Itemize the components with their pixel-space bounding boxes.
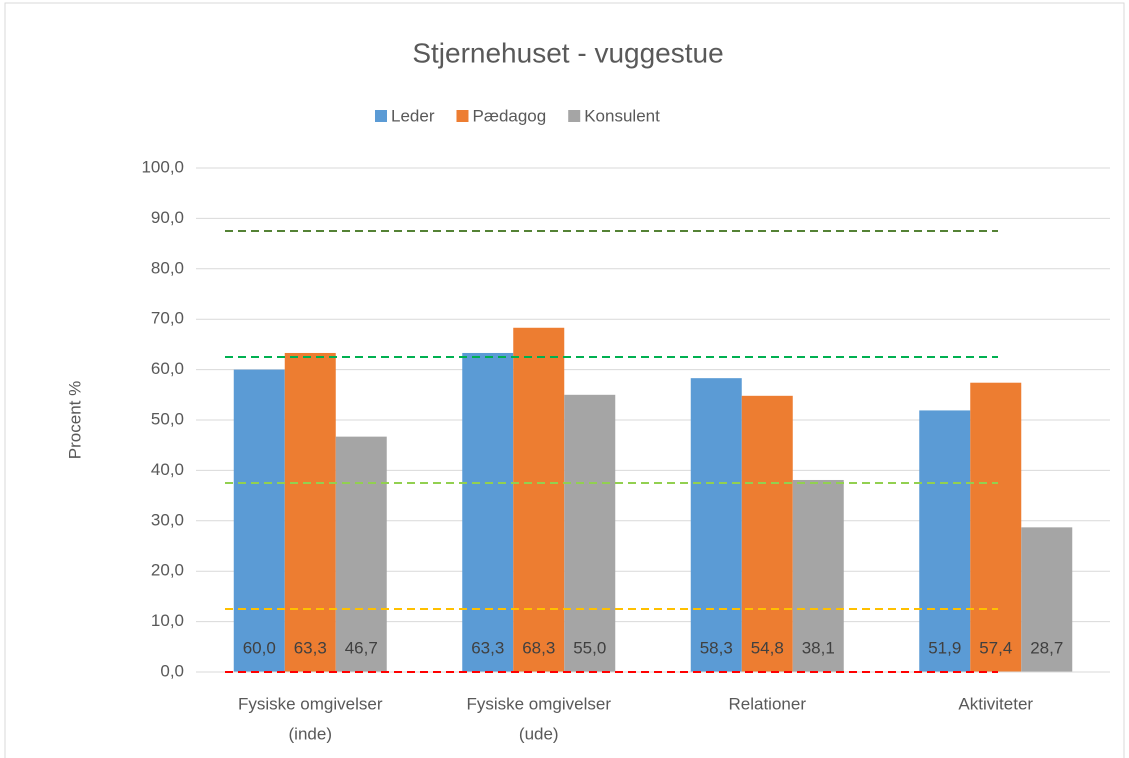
y-tick-label: 50,0 bbox=[151, 409, 184, 428]
legend-swatch bbox=[375, 110, 387, 122]
y-tick-label: 40,0 bbox=[151, 460, 184, 479]
bar bbox=[284, 352, 336, 672]
legend-label: Konsulent bbox=[584, 106, 660, 125]
y-tick-label: 90,0 bbox=[151, 208, 184, 227]
bar bbox=[741, 395, 793, 672]
legend-label: Pædagog bbox=[472, 106, 546, 125]
bar bbox=[513, 327, 565, 672]
x-tick-label: Relationer bbox=[729, 694, 807, 713]
y-tick-label: 30,0 bbox=[151, 510, 184, 529]
legend-label: Leder bbox=[391, 106, 435, 125]
data-label: 38,1 bbox=[802, 638, 835, 657]
data-label: 58,3 bbox=[700, 638, 733, 657]
data-label: 28,7 bbox=[1030, 638, 1063, 657]
legend-swatch bbox=[456, 110, 469, 122]
bar bbox=[462, 352, 514, 672]
bar bbox=[792, 479, 844, 672]
bar bbox=[233, 369, 285, 672]
data-label: 54,8 bbox=[751, 638, 784, 657]
x-tick-label: Fysiske omgivelser bbox=[466, 694, 611, 713]
bar bbox=[970, 382, 1022, 672]
x-tick-label: (inde) bbox=[289, 724, 332, 743]
data-label: 51,9 bbox=[928, 638, 961, 657]
legend-swatch bbox=[568, 110, 581, 122]
y-tick-label: 10,0 bbox=[151, 611, 184, 630]
data-label: 63,3 bbox=[471, 638, 504, 657]
bar bbox=[335, 436, 387, 672]
y-tick-label: 0,0 bbox=[160, 661, 184, 680]
chart-title: Stjernehuset - vuggestue bbox=[412, 37, 723, 68]
data-label: 63,3 bbox=[294, 638, 327, 657]
data-label: 68,3 bbox=[522, 638, 555, 657]
y-tick-label: 60,0 bbox=[151, 359, 184, 378]
data-label: 55,0 bbox=[573, 638, 606, 657]
x-tick-label: Fysiske omgivelser bbox=[238, 694, 383, 713]
y-axis-label: Procent % bbox=[65, 381, 84, 459]
y-tick-label: 80,0 bbox=[151, 258, 184, 277]
bar bbox=[690, 378, 742, 672]
y-tick-label: 100,0 bbox=[141, 157, 184, 176]
x-tick-label: Aktiviteter bbox=[958, 694, 1033, 713]
data-label: 60,0 bbox=[243, 638, 276, 657]
x-tick-label: (ude) bbox=[519, 724, 559, 743]
bar bbox=[1021, 527, 1073, 672]
bar bbox=[564, 394, 616, 672]
y-tick-label: 20,0 bbox=[151, 561, 184, 580]
bar bbox=[919, 410, 971, 672]
data-label: 46,7 bbox=[345, 638, 378, 657]
y-tick-label: 70,0 bbox=[151, 309, 184, 328]
data-label: 57,4 bbox=[979, 638, 1012, 657]
